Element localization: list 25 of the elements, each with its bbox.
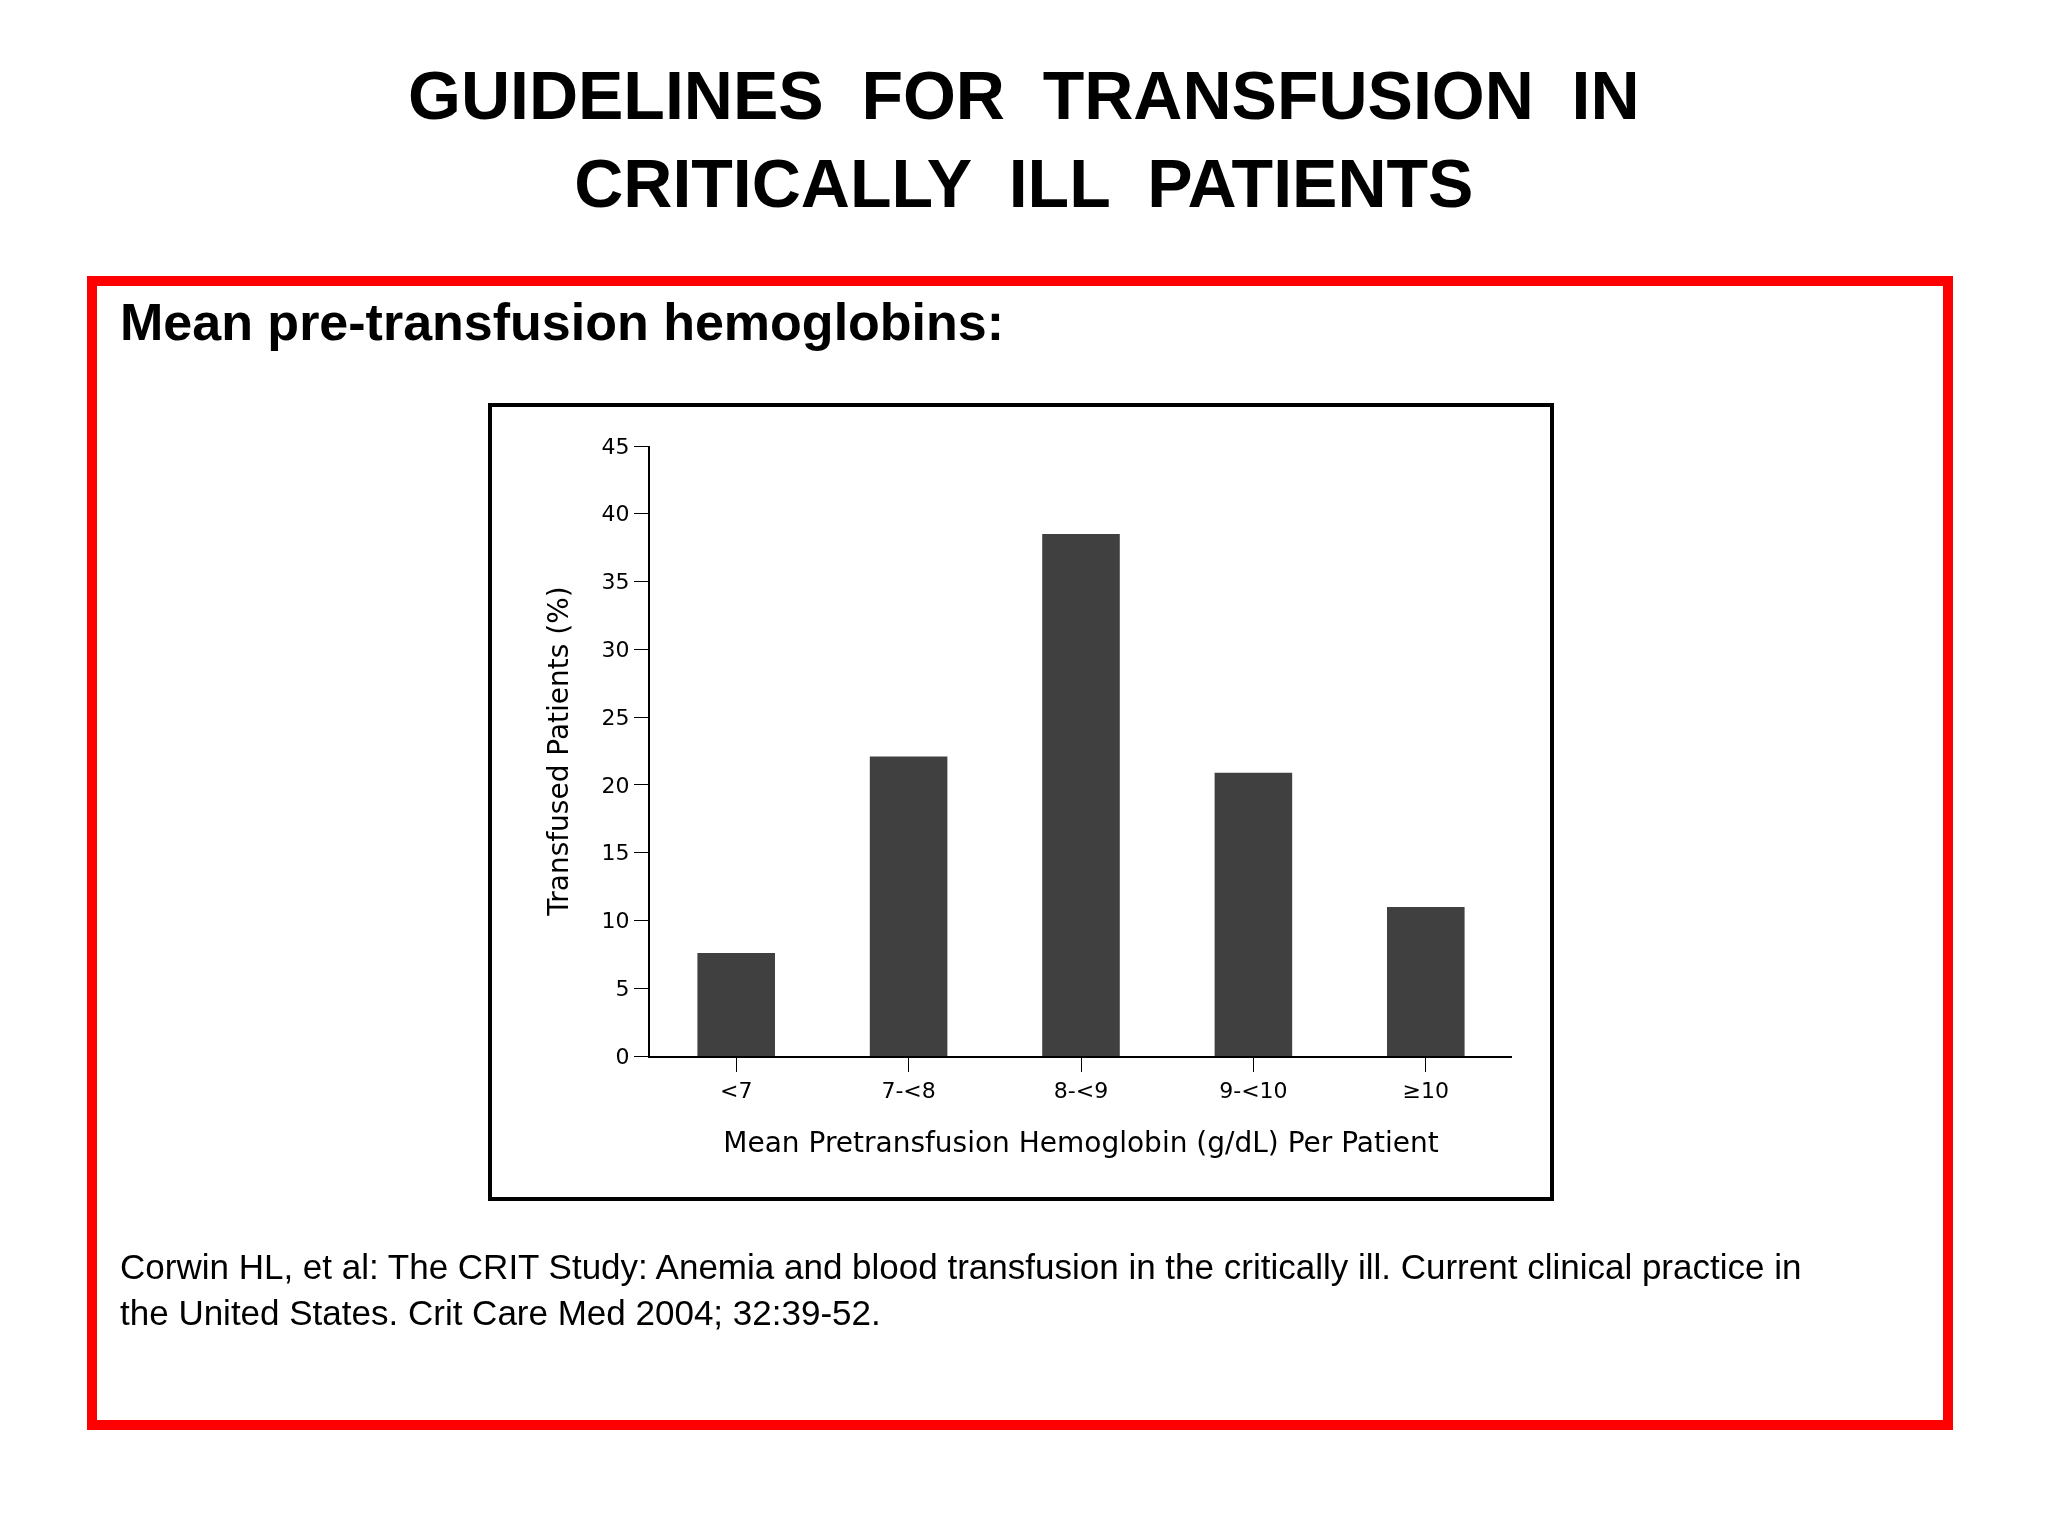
y-tick-label: 45 bbox=[601, 433, 630, 459]
y-tick-label: 40 bbox=[601, 501, 630, 527]
y-tick-label: 20 bbox=[601, 772, 630, 798]
y-axis-title: Transfused Patients (%) bbox=[541, 586, 575, 917]
text: Corwin HL, et al: The CRIT Study: Anemia and blood transfusion in the critically ill. Current clinical practice in the United States. Crit Care Med 2004; 32:39-52. bbox=[120, 1247, 1802, 1332]
x-tick-label: <7 bbox=[719, 1078, 753, 1104]
y-tick-label: 10 bbox=[601, 908, 630, 934]
x-tick-label: ≥10 bbox=[1402, 1078, 1450, 1104]
bar bbox=[1042, 534, 1120, 1056]
y-tick-label: 15 bbox=[601, 840, 630, 866]
chart-subtitle: Mean pre-transfusion hemoglobins: bbox=[120, 293, 1005, 351]
bar bbox=[1214, 772, 1293, 1056]
y-tick-label: 0 bbox=[615, 1043, 630, 1069]
y-tick-label: 30 bbox=[601, 637, 630, 663]
x-axis-title: Mean Pretransfusion Hemoglobin (g/dL) Per Patient bbox=[723, 1126, 1439, 1159]
x-tick-label: 7-<8 bbox=[881, 1078, 936, 1104]
y-tick-label: 25 bbox=[601, 704, 630, 730]
bar bbox=[1387, 906, 1465, 1056]
x-tick-label: 9-<10 bbox=[1219, 1078, 1288, 1104]
y-tick-label: 35 bbox=[601, 569, 630, 595]
bar bbox=[697, 952, 775, 1056]
chart-title: GUIDELINES FOR TRANSFUSION IN CRITICALLY ILL PATIENTS bbox=[408, 57, 1640, 222]
y-tick-label: 5 bbox=[615, 975, 630, 1001]
bar bbox=[869, 756, 948, 1056]
x-tick-label: 8-<9 bbox=[1053, 1078, 1109, 1104]
